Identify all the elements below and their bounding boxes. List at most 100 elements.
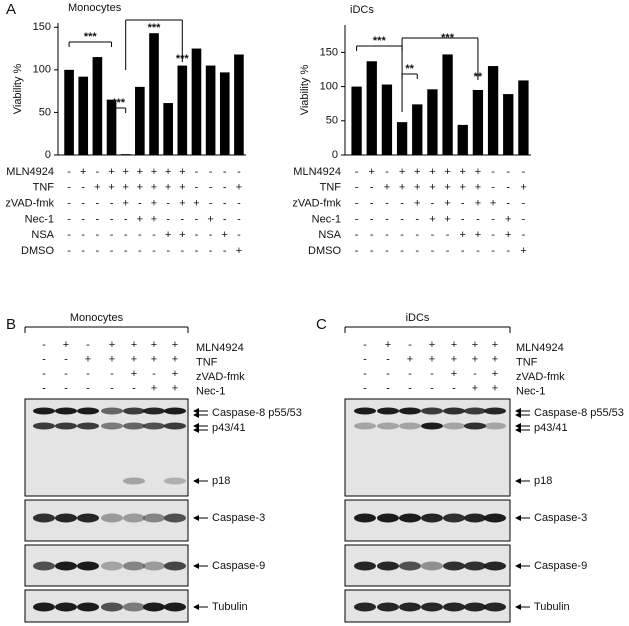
treatment-cell: +: [80, 166, 86, 178]
treatment-cell: -: [506, 166, 510, 178]
arrowhead: [515, 408, 521, 414]
blot-band: [55, 513, 77, 523]
treatment-cell: -: [124, 213, 128, 225]
treatment-cell: +: [151, 182, 157, 194]
blot-band: [421, 513, 443, 523]
bar: [381, 84, 393, 155]
treatment-cell: +: [131, 368, 137, 380]
treatment-cell: -: [415, 213, 419, 225]
treatment-cell: +: [385, 339, 391, 351]
arrowhead: [193, 515, 199, 521]
blot-band: [421, 407, 443, 415]
treatment-cell: -: [446, 229, 450, 241]
bar: [351, 86, 362, 155]
treatment-cell: -: [166, 198, 170, 210]
treatment-cell: -: [110, 198, 114, 210]
panel-label: C: [316, 316, 327, 333]
arrowhead: [193, 563, 199, 569]
blot-band: [164, 602, 186, 612]
treatment-label: zVAD-fmk: [5, 198, 54, 210]
blot-band: [484, 422, 506, 430]
treatment-cell: +: [472, 382, 478, 394]
treatment-cell: +: [172, 353, 178, 365]
treatment-label: Nec-1: [312, 213, 341, 225]
band-label: Caspase-8 p55/53: [534, 407, 624, 419]
treatment-label: Nec-1: [25, 213, 54, 225]
blot-band: [421, 422, 443, 430]
y-tick-label: 150: [33, 21, 51, 33]
treatment-cell: +: [492, 382, 498, 394]
treatment-cell: -: [180, 245, 184, 257]
treatment-cell: -: [491, 229, 495, 241]
y-tick-label: 100: [320, 80, 338, 92]
treatment-cell: -: [431, 198, 435, 210]
bar: [106, 99, 117, 155]
treatment-label: MLN4924: [293, 166, 341, 178]
treatment-cell: -: [476, 245, 480, 257]
bar: [177, 65, 188, 155]
treatment-cell: +: [451, 339, 457, 351]
treatment-label: TNF: [516, 356, 538, 368]
treatment-cell: +: [122, 166, 128, 178]
treatment-cell: +: [85, 353, 91, 365]
treatment-cell: +: [151, 339, 157, 351]
bar: [487, 66, 499, 155]
blot-band: [354, 602, 376, 612]
treatment-cell: +: [399, 166, 405, 178]
treatment-cell: -: [363, 339, 367, 351]
blot-band: [484, 602, 506, 612]
blot-band: [33, 513, 55, 523]
blot-band: [101, 513, 123, 523]
treatment-cell: +: [505, 229, 511, 241]
bar: [78, 76, 89, 155]
treatment-cell: -: [152, 229, 156, 241]
blot-band: [377, 422, 399, 430]
bar: [219, 72, 230, 155]
treatment-cell: -: [223, 182, 227, 194]
treatment-cell: +: [165, 229, 171, 241]
y-tick-label: 50: [39, 106, 51, 118]
blot-band: [101, 422, 123, 430]
treatment-cell: -: [430, 368, 434, 380]
treatment-cell: -: [431, 229, 435, 241]
treatment-cell: -: [430, 382, 434, 394]
y-axis-label: Viability %: [299, 65, 311, 116]
blot-band: [77, 407, 99, 415]
treatment-cell: +: [151, 353, 157, 365]
significance: ***: [112, 97, 126, 109]
treatment-cell: +: [109, 339, 115, 351]
treatment-cell: -: [491, 182, 495, 194]
treatment-cell: +: [472, 339, 478, 351]
treatment-cell: +: [137, 166, 143, 178]
treatment-cell: -: [223, 245, 227, 257]
treatment-cell: -: [506, 198, 510, 210]
significance: ***: [148, 22, 162, 34]
treatment-cell: -: [400, 198, 404, 210]
treatment-cell: -: [461, 198, 465, 210]
treatment-cell: -: [96, 166, 100, 178]
treatment-cell: -: [86, 382, 90, 394]
treatment-cell: +: [222, 229, 228, 241]
treatment-cell: -: [223, 198, 227, 210]
treatment-cell: -: [237, 198, 241, 210]
treatment-cell: -: [110, 245, 114, 257]
treatment-cell: +: [429, 339, 435, 351]
treatment-cell: +: [451, 368, 457, 380]
treatment-cell: -: [180, 213, 184, 225]
treatment-cell: -: [431, 245, 435, 257]
treatment-cell: -: [363, 353, 367, 365]
treatment-cell: +: [429, 353, 435, 365]
blot-band: [377, 602, 399, 612]
treatment-cell: -: [385, 198, 389, 210]
treatment-cell: +: [236, 245, 242, 257]
treatment-cell: +: [451, 353, 457, 365]
blot-band: [354, 407, 376, 415]
arrowhead: [515, 604, 521, 610]
treatment-cell: -: [385, 213, 389, 225]
treatment-cell: -: [370, 198, 374, 210]
treatment-cell: -: [355, 198, 359, 210]
treatment-cell: -: [386, 353, 390, 365]
treatment-cell: -: [363, 368, 367, 380]
treatment-cell: +: [151, 382, 157, 394]
treatment-cell: -: [386, 368, 390, 380]
